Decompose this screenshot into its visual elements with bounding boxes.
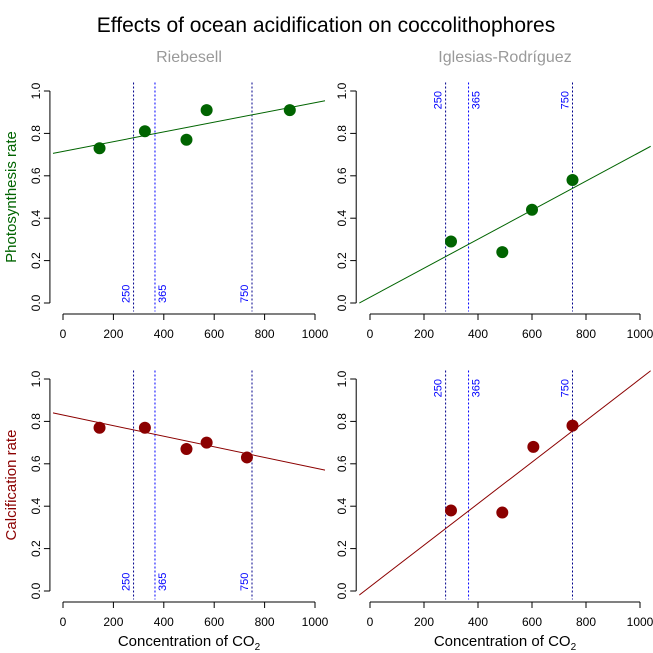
data-point xyxy=(527,440,540,453)
y-tick-label: 0.6 xyxy=(29,167,43,184)
reference-label: 750 xyxy=(239,573,251,591)
data-point xyxy=(138,421,151,434)
y-tick-label: 0.8 xyxy=(335,413,349,430)
data-point xyxy=(240,451,253,464)
x-axis-label-text: Concentration of CO xyxy=(118,633,255,650)
data-point xyxy=(180,442,193,455)
x-tick-label: 1000 xyxy=(627,327,653,341)
x-tick-label: 0 xyxy=(367,327,374,341)
y-tick-label: 0.0 xyxy=(29,294,43,311)
y-tick-label: 1.0 xyxy=(29,370,43,387)
x-tick-label: 1000 xyxy=(627,615,653,629)
data-point xyxy=(496,506,509,519)
y-tick-label: 0.6 xyxy=(29,455,43,472)
data-point xyxy=(496,246,509,259)
x-tick-label: 200 xyxy=(103,327,123,341)
x-tick-label: 800 xyxy=(576,615,596,629)
x-axis-label-text: Concentration of CO xyxy=(434,633,571,650)
reference-label: 750 xyxy=(560,379,572,397)
data-point xyxy=(180,133,193,146)
y-tick-label: 0.4 xyxy=(335,498,349,515)
x-tick-label: 600 xyxy=(522,327,542,341)
x-tick-label: 400 xyxy=(154,615,174,629)
reference-label: 250 xyxy=(121,285,133,303)
reference-label: 750 xyxy=(239,285,251,303)
y-tick-label: 0.0 xyxy=(29,582,43,599)
x-tick-label: 200 xyxy=(414,327,434,341)
x-tick-label: 800 xyxy=(255,327,275,341)
column-title: Riebesell xyxy=(156,49,222,66)
data-point xyxy=(283,104,296,117)
data-point xyxy=(138,125,151,138)
fit-line xyxy=(52,412,326,471)
reference-label: 365 xyxy=(157,573,169,591)
data-point xyxy=(93,142,106,155)
reference-label: 365 xyxy=(471,91,483,109)
panel-1: 0 200 400 600 800 1000 0.0 0.2 0.4 0.6 0.8 1.0 250 36… xyxy=(3,49,329,341)
y-tick-label: 0.6 xyxy=(335,455,349,472)
column-title: Iglesias-Rodríguez xyxy=(438,49,571,66)
data-point xyxy=(566,419,579,432)
reference-label: 365 xyxy=(157,285,169,303)
x-tick-label: 1000 xyxy=(302,615,329,629)
x-tick-label: 800 xyxy=(576,327,596,341)
reference-label: 365 xyxy=(471,379,483,397)
x-axis-label-subscript: 2 xyxy=(255,642,261,653)
x-tick-label: 600 xyxy=(522,615,542,629)
x-tick-label: 200 xyxy=(103,615,123,629)
data-point xyxy=(526,203,538,216)
x-tick-label: 1000 xyxy=(302,327,329,341)
data-point xyxy=(200,104,213,117)
y-tick-label: 0.2 xyxy=(335,540,349,557)
data-point xyxy=(445,235,457,248)
y-axis-label: Calcification rate xyxy=(3,430,20,541)
y-tick-label: 1.0 xyxy=(335,82,349,99)
x-tick-label: 0 xyxy=(60,615,67,629)
x-tick-label: 400 xyxy=(154,327,174,341)
y-tick-label: 0.4 xyxy=(29,498,43,515)
x-tick-label: 800 xyxy=(255,615,275,629)
x-axis-label-subscript: 2 xyxy=(571,642,577,653)
reference-label: 250 xyxy=(121,573,133,591)
x-axis-label: Concentration of CO2 xyxy=(118,633,261,653)
y-axis-label: Photosynthesis rate xyxy=(3,131,20,263)
x-tick-label: 600 xyxy=(204,327,224,341)
y-tick-label: 0.0 xyxy=(335,294,349,311)
y-tick-label: 0.8 xyxy=(335,125,349,142)
data-point xyxy=(445,504,457,517)
x-tick-label: 600 xyxy=(204,615,224,629)
x-tick-label: 0 xyxy=(367,615,374,629)
reference-label: 250 xyxy=(433,91,445,109)
y-tick-label: 0.0 xyxy=(335,582,349,599)
x-tick-label: 200 xyxy=(414,615,434,629)
y-tick-label: 0.8 xyxy=(29,413,43,430)
data-point xyxy=(93,421,106,434)
x-tick-label: 400 xyxy=(468,615,488,629)
chart-title: Effects of ocean acidification on coccol… xyxy=(97,14,555,37)
y-tick-label: 1.0 xyxy=(29,82,43,99)
reference-label: 750 xyxy=(560,91,572,109)
x-tick-label: 0 xyxy=(60,327,67,341)
panel-4: 0 200 400 600 800 1000 0.0 0.2 0.4 0.6 0.8 1.0 250 36… xyxy=(335,370,653,653)
fit-line xyxy=(359,145,651,304)
data-point xyxy=(200,436,213,449)
x-axis-label: Concentration of CO2 xyxy=(434,633,577,653)
panel-3: 0 200 400 600 800 1000 0.0 0.2 0.4 0.6 0.8 1.0 250 36… xyxy=(3,370,329,653)
y-tick-label: 0.2 xyxy=(29,252,43,269)
panel-2: 0 200 400 600 800 1000 0.0 0.2 0.4 0.6 0.8 1.0 250 36… xyxy=(335,49,653,341)
data-point xyxy=(566,174,579,187)
fit-line xyxy=(359,370,651,596)
y-tick-label: 0.4 xyxy=(335,210,349,227)
y-tick-label: 0.8 xyxy=(29,125,43,142)
y-tick-label: 0.4 xyxy=(29,210,43,227)
y-tick-label: 0.6 xyxy=(335,167,349,184)
reference-label: 250 xyxy=(433,379,445,397)
y-tick-label: 0.2 xyxy=(335,252,349,269)
x-tick-label: 400 xyxy=(468,327,488,341)
y-tick-label: 0.2 xyxy=(29,540,43,557)
y-tick-label: 1.0 xyxy=(335,370,349,387)
